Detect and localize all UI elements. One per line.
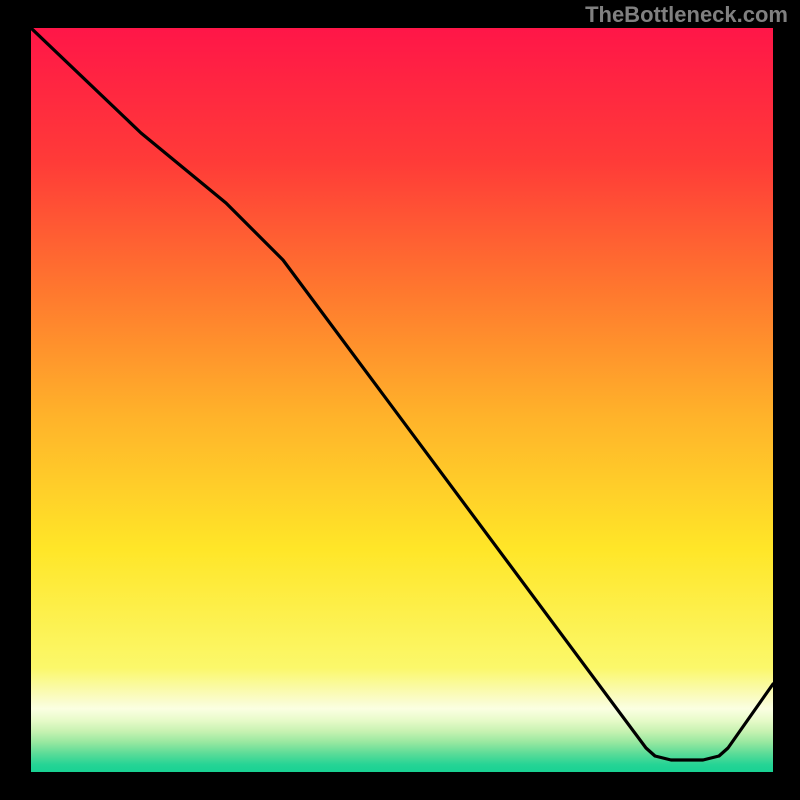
chart-line bbox=[31, 28, 773, 760]
plot-area bbox=[31, 28, 773, 772]
line-chart-svg bbox=[31, 28, 773, 772]
chart-container: TheBottleneck.com bbox=[0, 0, 800, 800]
watermark-text: TheBottleneck.com bbox=[585, 2, 788, 28]
